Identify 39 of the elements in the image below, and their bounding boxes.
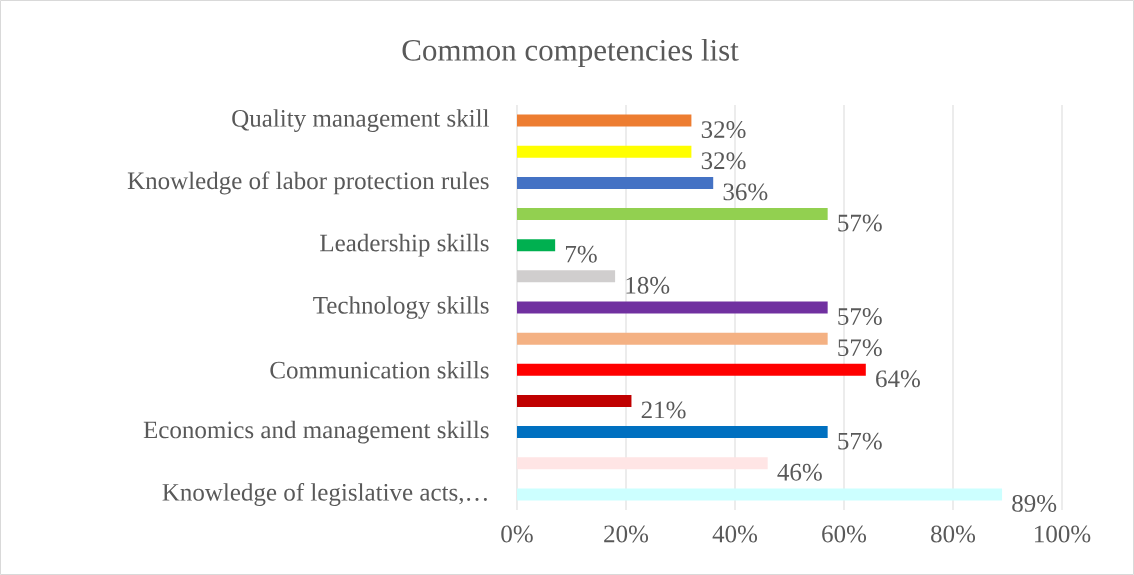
bar <box>517 114 692 127</box>
data-label: 32% <box>701 152 746 170</box>
data-label: 32% <box>701 121 746 139</box>
x-tick-label: 80% <box>931 525 976 543</box>
y-tick-label: Knowledge of labor protection rules <box>127 171 489 195</box>
bar <box>517 363 866 376</box>
data-label: 57% <box>838 308 882 325</box>
data-label: 57% <box>838 339 882 357</box>
y-tick-label: Knowledge of legislative acts,… <box>162 482 487 506</box>
data-label: 57% <box>838 214 882 232</box>
bar <box>517 394 632 407</box>
x-tick-label: 0% <box>501 525 533 543</box>
data-label: 21% <box>641 401 686 419</box>
y-tick-label: Communication skills <box>270 361 489 379</box>
data-label: 64% <box>876 370 920 388</box>
x-tick-label: 40% <box>712 525 758 543</box>
bar <box>517 239 556 252</box>
bar <box>517 457 768 470</box>
data-label: 18% <box>626 276 670 294</box>
data-label: 7% <box>565 245 597 263</box>
data-label: 57% <box>838 432 882 450</box>
y-tick-label: Technology skills <box>313 296 489 319</box>
x-tick-label: 20% <box>604 525 649 543</box>
bar <box>517 301 828 314</box>
bar <box>517 145 692 158</box>
bar <box>517 332 828 345</box>
y-tick-label: Leadership skills <box>320 233 489 257</box>
x-tick-label: 60% <box>822 525 867 543</box>
data-label: 46% <box>777 463 822 481</box>
y-tick-label: Quality management skill <box>232 109 490 132</box>
bar <box>517 208 828 221</box>
x-tick-label: 100% <box>1035 525 1091 543</box>
data-label: 36% <box>723 183 768 201</box>
bar <box>517 488 1003 501</box>
chart-title: Common competencies list <box>402 38 739 68</box>
y-tick-label: Economics and management skills <box>143 420 489 444</box>
data-label: 89% <box>1012 494 1057 512</box>
bar <box>517 426 828 439</box>
bar <box>517 176 714 189</box>
